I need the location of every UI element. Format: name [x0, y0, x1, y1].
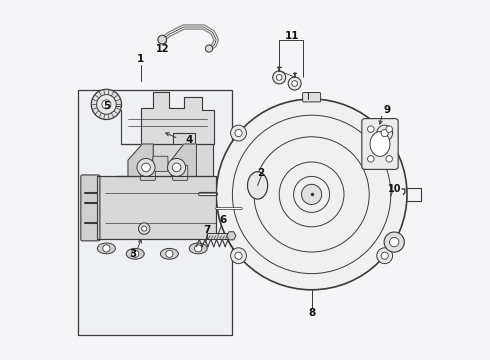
Circle shape [102, 100, 111, 109]
Text: 11: 11 [285, 31, 299, 41]
Ellipse shape [160, 248, 178, 259]
Circle shape [288, 77, 301, 90]
Circle shape [172, 163, 181, 172]
Bar [207, 233, 229, 239]
Circle shape [390, 238, 399, 247]
Circle shape [231, 248, 246, 264]
Circle shape [132, 250, 139, 257]
Circle shape [273, 71, 286, 84]
Circle shape [381, 130, 388, 137]
Polygon shape [121, 92, 215, 144]
Circle shape [292, 81, 297, 86]
Circle shape [276, 75, 282, 80]
Ellipse shape [126, 248, 144, 259]
Polygon shape [227, 232, 236, 240]
Text: 10: 10 [388, 184, 401, 194]
Circle shape [166, 250, 173, 257]
Circle shape [368, 126, 374, 132]
Circle shape [142, 226, 147, 231]
Ellipse shape [247, 172, 268, 199]
Circle shape [97, 95, 116, 114]
Circle shape [216, 99, 407, 290]
Circle shape [301, 184, 321, 204]
Text: 7: 7 [203, 225, 211, 235]
Text: 12: 12 [155, 44, 169, 54]
Circle shape [384, 232, 404, 252]
FancyBboxPatch shape [153, 156, 168, 171]
Text: 3: 3 [130, 249, 137, 259]
Text: 5: 5 [103, 101, 110, 111]
Polygon shape [128, 144, 153, 176]
Bar [98, 176, 216, 239]
Circle shape [386, 156, 392, 162]
Circle shape [168, 158, 186, 176]
Circle shape [205, 45, 213, 52]
Polygon shape [117, 133, 213, 176]
Circle shape [235, 130, 242, 137]
FancyBboxPatch shape [81, 175, 100, 241]
FancyBboxPatch shape [172, 165, 188, 180]
FancyBboxPatch shape [362, 119, 398, 170]
Circle shape [368, 156, 374, 162]
Circle shape [381, 252, 388, 259]
Circle shape [377, 248, 392, 264]
Text: 1: 1 [137, 54, 144, 64]
Text: 2: 2 [258, 168, 265, 178]
Ellipse shape [370, 132, 390, 156]
Circle shape [158, 35, 167, 44]
Circle shape [195, 245, 202, 252]
Text: 6: 6 [220, 215, 227, 225]
Circle shape [137, 158, 155, 176]
Bar [77, 90, 232, 335]
Circle shape [91, 89, 122, 120]
FancyBboxPatch shape [140, 165, 155, 180]
Ellipse shape [98, 243, 116, 254]
Circle shape [235, 252, 242, 259]
Text: 4: 4 [186, 135, 193, 145]
Circle shape [142, 163, 150, 172]
FancyBboxPatch shape [303, 93, 320, 102]
Text: 9: 9 [384, 105, 391, 115]
Polygon shape [171, 144, 196, 176]
Circle shape [139, 223, 150, 234]
Ellipse shape [189, 243, 207, 254]
Text: 8: 8 [308, 308, 315, 318]
Circle shape [377, 125, 392, 141]
Circle shape [103, 245, 110, 252]
Circle shape [386, 126, 392, 132]
Circle shape [231, 125, 246, 141]
